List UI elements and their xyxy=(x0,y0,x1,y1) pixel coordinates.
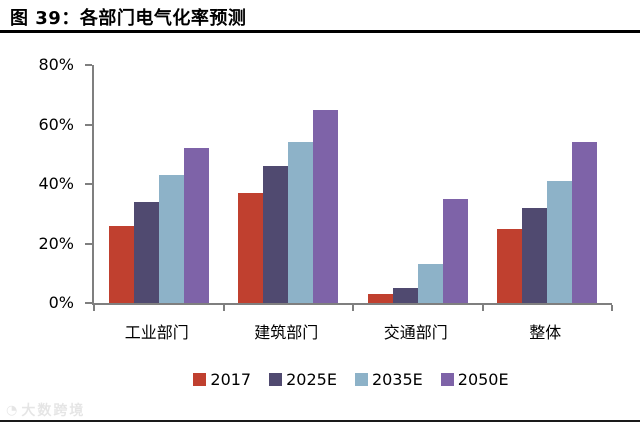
bar-2025E-交通部门 xyxy=(392,288,418,303)
bar-group-1 xyxy=(94,65,224,303)
bar-group-3 xyxy=(353,65,483,303)
x-axis-labels: 工业部门 建筑部门 交通部门 整体 xyxy=(92,319,610,343)
bar-2025E-建筑部门 xyxy=(263,166,289,303)
bar-2025E-工业部门 xyxy=(133,201,159,303)
y-axis-tick-label: 20% xyxy=(38,233,74,253)
x-axis-tick xyxy=(93,305,95,311)
bar-2017-建筑部门 xyxy=(238,192,264,303)
y-axis-tick-label: 0% xyxy=(48,293,74,312)
x-axis-tick xyxy=(481,305,484,311)
legend-item-2050E: 2050E xyxy=(440,370,509,389)
y-axis-tick xyxy=(85,64,92,66)
legend-item-2035E: 2035E xyxy=(354,370,423,389)
y-axis-tick-label: 80% xyxy=(38,55,74,74)
x-axis-tick xyxy=(352,305,354,311)
bar-2050E-工业部门 xyxy=(183,148,209,303)
legend-label: 2025E xyxy=(286,370,337,389)
y-axis-tick-label: 60% xyxy=(38,114,74,134)
bar-2050E-交通部门 xyxy=(442,198,468,303)
bar-chart-plot-area xyxy=(85,64,613,311)
legend-swatch-icon xyxy=(193,373,207,386)
watermark-logo-icon: ◔ xyxy=(6,402,18,418)
chart-legend: 2017 2025E 2035E 2050E xyxy=(92,370,610,389)
bar-2017-整体 xyxy=(497,228,523,303)
bar-2025E-整体 xyxy=(522,207,548,303)
y-axis-tick xyxy=(85,242,92,245)
bar-group-2 xyxy=(224,65,354,303)
x-axis-category-label: 工业部门 xyxy=(124,323,189,342)
legend-label: 2050E xyxy=(457,370,509,389)
bar-2035E-建筑部门 xyxy=(288,142,314,303)
title-underline xyxy=(0,30,640,33)
bar-2017-工业部门 xyxy=(108,225,134,303)
bar-group-4 xyxy=(483,65,613,303)
x-axis-category-label: 交通部门 xyxy=(383,323,448,342)
bar-2050E-整体 xyxy=(572,142,598,303)
watermark-text: 大数跨境 xyxy=(21,403,86,419)
legend-swatch-icon xyxy=(354,373,368,386)
y-axis-tick xyxy=(85,183,92,185)
legend-item-2017: 2017 xyxy=(193,370,251,389)
x-axis-tick xyxy=(222,305,225,311)
bar-groups xyxy=(94,65,612,303)
bar-2035E-工业部门 xyxy=(158,175,184,303)
bottom-rule xyxy=(0,420,640,422)
legend-item-2025E: 2025E xyxy=(269,370,337,389)
bar-2035E-交通部门 xyxy=(417,264,443,303)
legend-swatch-icon xyxy=(440,373,454,386)
y-axis-tick xyxy=(85,302,92,304)
bar-2017-交通部门 xyxy=(367,294,393,303)
watermark: ◔ 大数跨境 xyxy=(6,401,85,419)
bar-2050E-建筑部门 xyxy=(313,109,339,303)
legend-label: 2017 xyxy=(210,370,252,389)
figure-title: 图 39：各部门电气化率预测 xyxy=(10,8,247,29)
figure-header: 图 39：各部门电气化率预测 xyxy=(10,4,630,30)
legend-swatch-icon xyxy=(269,373,283,386)
y-axis-tick xyxy=(85,123,92,126)
x-axis-category-label: 整体 xyxy=(529,323,562,342)
y-axis-tick-label: 40% xyxy=(38,174,74,193)
x-axis-category-label: 建筑部门 xyxy=(254,323,319,342)
bar-2035E-整体 xyxy=(547,181,573,303)
x-axis-tick xyxy=(611,305,613,311)
legend-label: 2035E xyxy=(371,370,423,389)
